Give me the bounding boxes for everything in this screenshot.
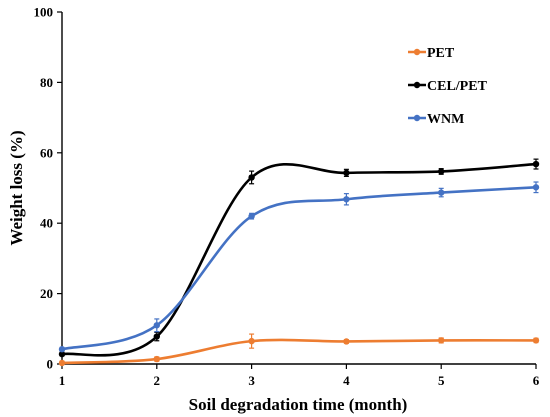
data-point: [343, 196, 350, 203]
x-tick-label: 5: [438, 373, 445, 388]
data-point: [153, 355, 160, 363]
y-tick-label: 0: [47, 357, 54, 372]
x-tick-label: 4: [343, 373, 350, 388]
legend-entry-pet: PET: [408, 46, 455, 61]
data-point: [438, 168, 445, 175]
data-point: [343, 338, 350, 345]
series-cel-pet: [58, 158, 540, 358]
data-point: [58, 350, 66, 358]
data-point: [532, 160, 540, 168]
chart-legend: PET CEL/PET WNM: [408, 46, 488, 127]
data-point: [153, 333, 160, 340]
legend-entry-wnm: WNM: [408, 112, 464, 127]
legend-swatch-marker: [413, 81, 421, 89]
y-tick-label: 20: [40, 286, 53, 301]
data-point: [58, 359, 66, 367]
y-axis-title: Weight loss (%): [7, 130, 26, 245]
y-tick-label: 100: [34, 5, 54, 20]
legend-label: WNM: [427, 112, 464, 127]
data-point: [248, 337, 255, 345]
series-pet: [58, 333, 540, 367]
series-line-cel-pet: [61, 162, 537, 357]
data-point: [532, 337, 540, 344]
data-point: [438, 189, 445, 196]
legend-swatch-marker: [413, 48, 421, 56]
chart-axes: 0 20 40 60 80 100 1 2 3 4 5 6: [34, 5, 540, 389]
y-tick-label: 60: [40, 145, 53, 160]
data-point: [248, 174, 255, 181]
series-layer: [58, 158, 540, 367]
legend-entry-cel-pet: CEL/PET: [408, 79, 488, 94]
data-point: [343, 169, 350, 177]
data-point: [248, 212, 255, 220]
x-tick-label: 3: [248, 373, 255, 388]
y-tick-label: 80: [40, 75, 53, 90]
legend-swatch-marker: [413, 114, 421, 122]
series-line-wnm: [61, 185, 537, 351]
legend-label: PET: [427, 46, 455, 61]
x-tick-label: 6: [533, 373, 540, 388]
series-wnm: [58, 181, 540, 353]
x-axis-title: Soil degradation time (month): [189, 395, 408, 414]
legend-label: CEL/PET: [427, 79, 488, 94]
x-tick-label: 2: [154, 373, 161, 388]
data-point: [438, 337, 445, 344]
series-line-pet: [61, 338, 537, 365]
data-point: [153, 322, 160, 329]
x-tick-label: 1: [59, 373, 66, 388]
data-point: [58, 346, 66, 353]
data-point: [532, 184, 540, 191]
y-tick-label: 40: [40, 216, 53, 231]
